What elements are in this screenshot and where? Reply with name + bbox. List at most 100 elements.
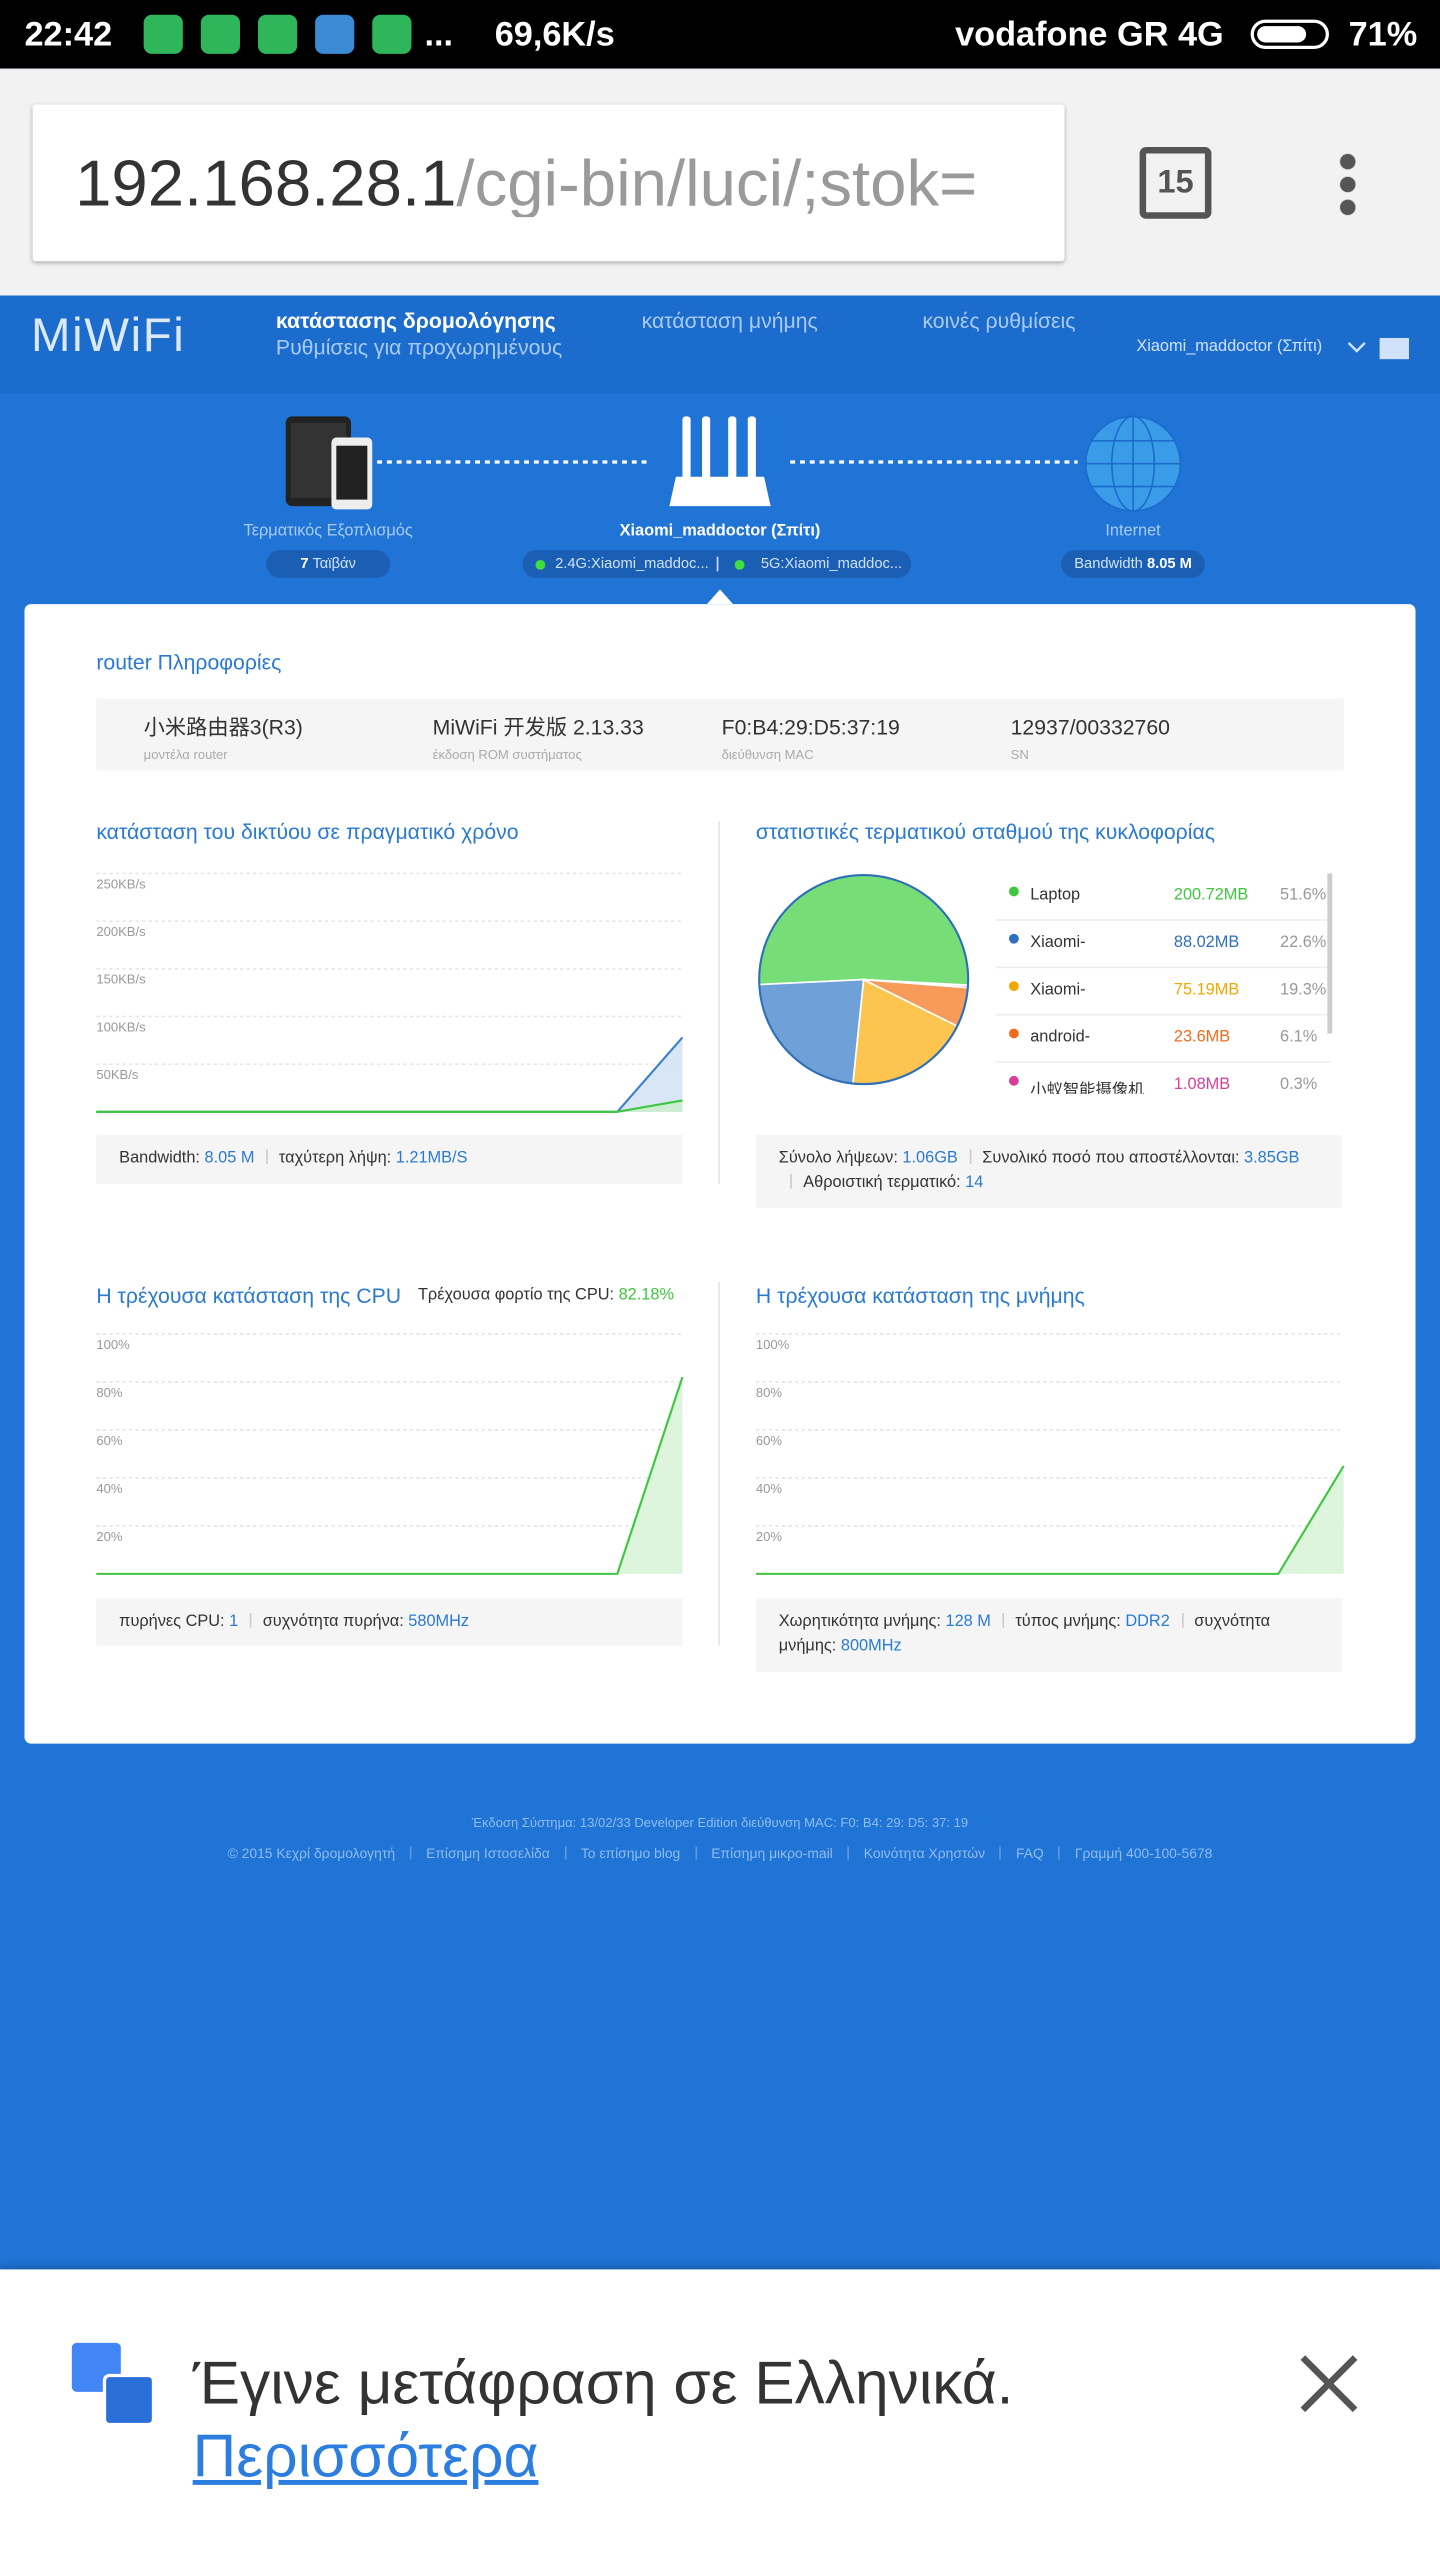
legend-dot — [1008, 1075, 1019, 1086]
cpu-stats: πυρήνες CPU: 1 συχνότητα πυρήνα: 580MHz — [96, 1598, 683, 1646]
stat-value: 3.85GB — [1244, 1149, 1300, 1168]
wifi-pill[interactable]: 2.4G:Xiaomi_maddoc... 5G:Xiaomi_maddoc..… — [522, 550, 912, 578]
stat-label: Αθροιστική τερματικό: — [803, 1173, 961, 1192]
legend-percent: 22.6% — [1279, 933, 1327, 952]
legend-percent: 0.3% — [1279, 1075, 1318, 1094]
legend-name: Xiaomi- — [1030, 933, 1086, 952]
carrier: vodafone GR 4G — [955, 16, 1224, 54]
divider — [716, 556, 719, 572]
legend-name: android- — [1030, 1028, 1091, 1047]
tab-switcher[interactable]: 15 — [1139, 146, 1212, 219]
legend-name: Xiaomi- — [1030, 981, 1086, 1000]
nav-link[interactable]: κατάσταση μνήμης — [641, 308, 818, 334]
translate-bar — [0, 2269, 1440, 2560]
notification-icon — [372, 14, 412, 54]
stat-value: 580MHz — [408, 1613, 470, 1632]
footer-link[interactable]: Το επίσημο blog — [580, 1844, 681, 1862]
cpu-load: 82.18% — [618, 1286, 674, 1305]
separator — [847, 1846, 850, 1860]
router-icon — [669, 416, 771, 507]
globe-icon — [1084, 415, 1182, 512]
stat-label: συχνότητα μνήμης: — [778, 1613, 1271, 1656]
translate-more[interactable]: Περισσότερα — [192, 2422, 539, 2490]
legend-size: 23.6MB — [1173, 1028, 1231, 1047]
nav-link[interactable]: Ρυθμίσεις για προχωρημένους — [275, 334, 563, 360]
legend-row: Laptop 200.72MB 51.6% — [995, 872, 1331, 921]
card-notch — [706, 589, 734, 605]
url-host: 192.168.28.1 — [75, 151, 457, 218]
stat-value: 800MHz — [840, 1637, 902, 1656]
url: 192.168.28.1/cgi-bin/luci/;stok= — [75, 152, 1022, 217]
url-bar[interactable]: 192.168.28.1/cgi-bin/luci/;stok= — [32, 104, 1065, 262]
router-info: 小米路由器3(R3) μοντέλα router MiWiFi 开发版 2.13.… — [96, 698, 1344, 771]
section-title: Η τρέχουσα κατάσταση της CPU — [96, 1283, 402, 1308]
stat-label: Συνολικό ποσό που αποστέλλονται: — [982, 1149, 1240, 1168]
legend-percent: 6.1% — [1279, 1028, 1318, 1047]
status-dot — [535, 559, 546, 570]
internet-label: Internet — [1105, 522, 1161, 541]
devices-icon — [285, 416, 373, 510]
traffic-legend: Laptop 200.72MB 51.6% Xiaomi- 88.02MB 22.6% Xi… — [995, 872, 1331, 1094]
legend-size: 200.72MB — [1173, 886, 1249, 905]
device-unit: Ταϊβάν — [312, 555, 356, 572]
stat-value: DDR2 — [1125, 1613, 1170, 1632]
footer-link[interactable]: Επίσημη μικρο-mail — [711, 1844, 833, 1862]
section-title: κατάσταση του δικτύου σε πραγματικό χρόν… — [96, 819, 519, 845]
footer-link[interactable]: © 2015 Κεχρί δρομολογητή — [227, 1844, 396, 1862]
router-label: Xiaomi_maddoctor (Σπίτι) — [619, 522, 821, 541]
stat-label: Σύνολο λήψεων: — [778, 1149, 898, 1168]
devices-pill[interactable]: 7 Ταϊβάν — [266, 550, 391, 578]
time: 22:42 — [24, 16, 113, 54]
legend-size: 1.08MB — [1173, 1075, 1231, 1094]
net-speed: 69,6K/s — [494, 16, 615, 54]
battery: 71% — [1348, 16, 1418, 54]
footer-link[interactable]: FAQ — [1016, 1844, 1044, 1862]
legend-dot — [1008, 886, 1019, 897]
footer-link[interactable]: Γραμμή 400-100-5678 — [1074, 1844, 1213, 1862]
traffic-stats: Σύνολο λήψεων: 1.06GB Συνολικό ποσό που α… — [755, 1134, 1343, 1209]
separator — [1058, 1846, 1061, 1860]
info-value: 小米路由器3(R3) — [143, 715, 303, 740]
legend-name: 小蚁智能摄像机 — [1030, 1082, 1145, 1094]
separator — [409, 1846, 412, 1860]
devices-label: Τερματικός Εξοπλισμός — [243, 522, 413, 541]
stat-label: συχνότητα πυρήνα: — [262, 1613, 404, 1632]
legend-size: 75.19MB — [1173, 981, 1240, 1000]
stat-value: 1 — [229, 1613, 239, 1632]
stat-label: Χωρητικότητα μνήμης: — [778, 1613, 941, 1632]
more-notifications: ... — [424, 16, 454, 54]
url-path: /cgi-bin/luci/;stok= — [456, 151, 978, 218]
footer-link[interactable]: Κοινότητα Χρηστών — [863, 1844, 986, 1862]
info-value: MiWiFi 开发版 2.13.33 — [432, 715, 644, 740]
info-label: μοντέλα router — [143, 747, 228, 763]
separator — [790, 1173, 792, 1189]
scrollbar — [1327, 873, 1333, 1034]
info-value: 12937/00332760 — [1010, 715, 1170, 740]
menu-button[interactable] — [1338, 150, 1357, 219]
legend-dot — [1008, 933, 1019, 944]
wifi-24: 2.4G:Xiaomi_maddoc... — [555, 555, 709, 572]
section-title: router Πληροφορίες — [96, 649, 282, 675]
legend-row: Xiaomi- 75.19MB 19.3% — [995, 967, 1331, 1016]
footer-link[interactable]: Επίσημη Ιστοσελίδα — [426, 1844, 550, 1862]
nav-link[interactable]: κοινές ρυθμίσεις — [922, 308, 1076, 334]
info-value: F0:B4:29:D5:37:19 — [721, 715, 900, 740]
legend-percent: 19.3% — [1279, 981, 1327, 1000]
nav-link[interactable]: κατάστασης δρομολόγησης — [275, 308, 556, 334]
legend-row: android- 23.6MB 6.1% — [995, 1014, 1331, 1063]
stat-label: ταχύτερη λήψη: — [278, 1149, 392, 1168]
stat-label: Bandwidth: — [119, 1149, 200, 1168]
separator — [694, 1846, 697, 1860]
legend-dot — [1008, 1028, 1019, 1039]
legend-name: Laptop — [1030, 886, 1081, 905]
account[interactable]: Xiaomi_maddoctor (Σπίτι) — [1136, 337, 1323, 356]
bandwidth-pill[interactable]: Bandwidth 8.05 M — [1061, 550, 1205, 578]
stat-value: 8.05 M — [204, 1149, 255, 1168]
stat-label: πυρήνες CPU: — [119, 1613, 225, 1632]
legend-dot — [1008, 981, 1019, 992]
legend-size: 88.02MB — [1173, 933, 1240, 952]
device-count: 7 — [300, 555, 309, 572]
